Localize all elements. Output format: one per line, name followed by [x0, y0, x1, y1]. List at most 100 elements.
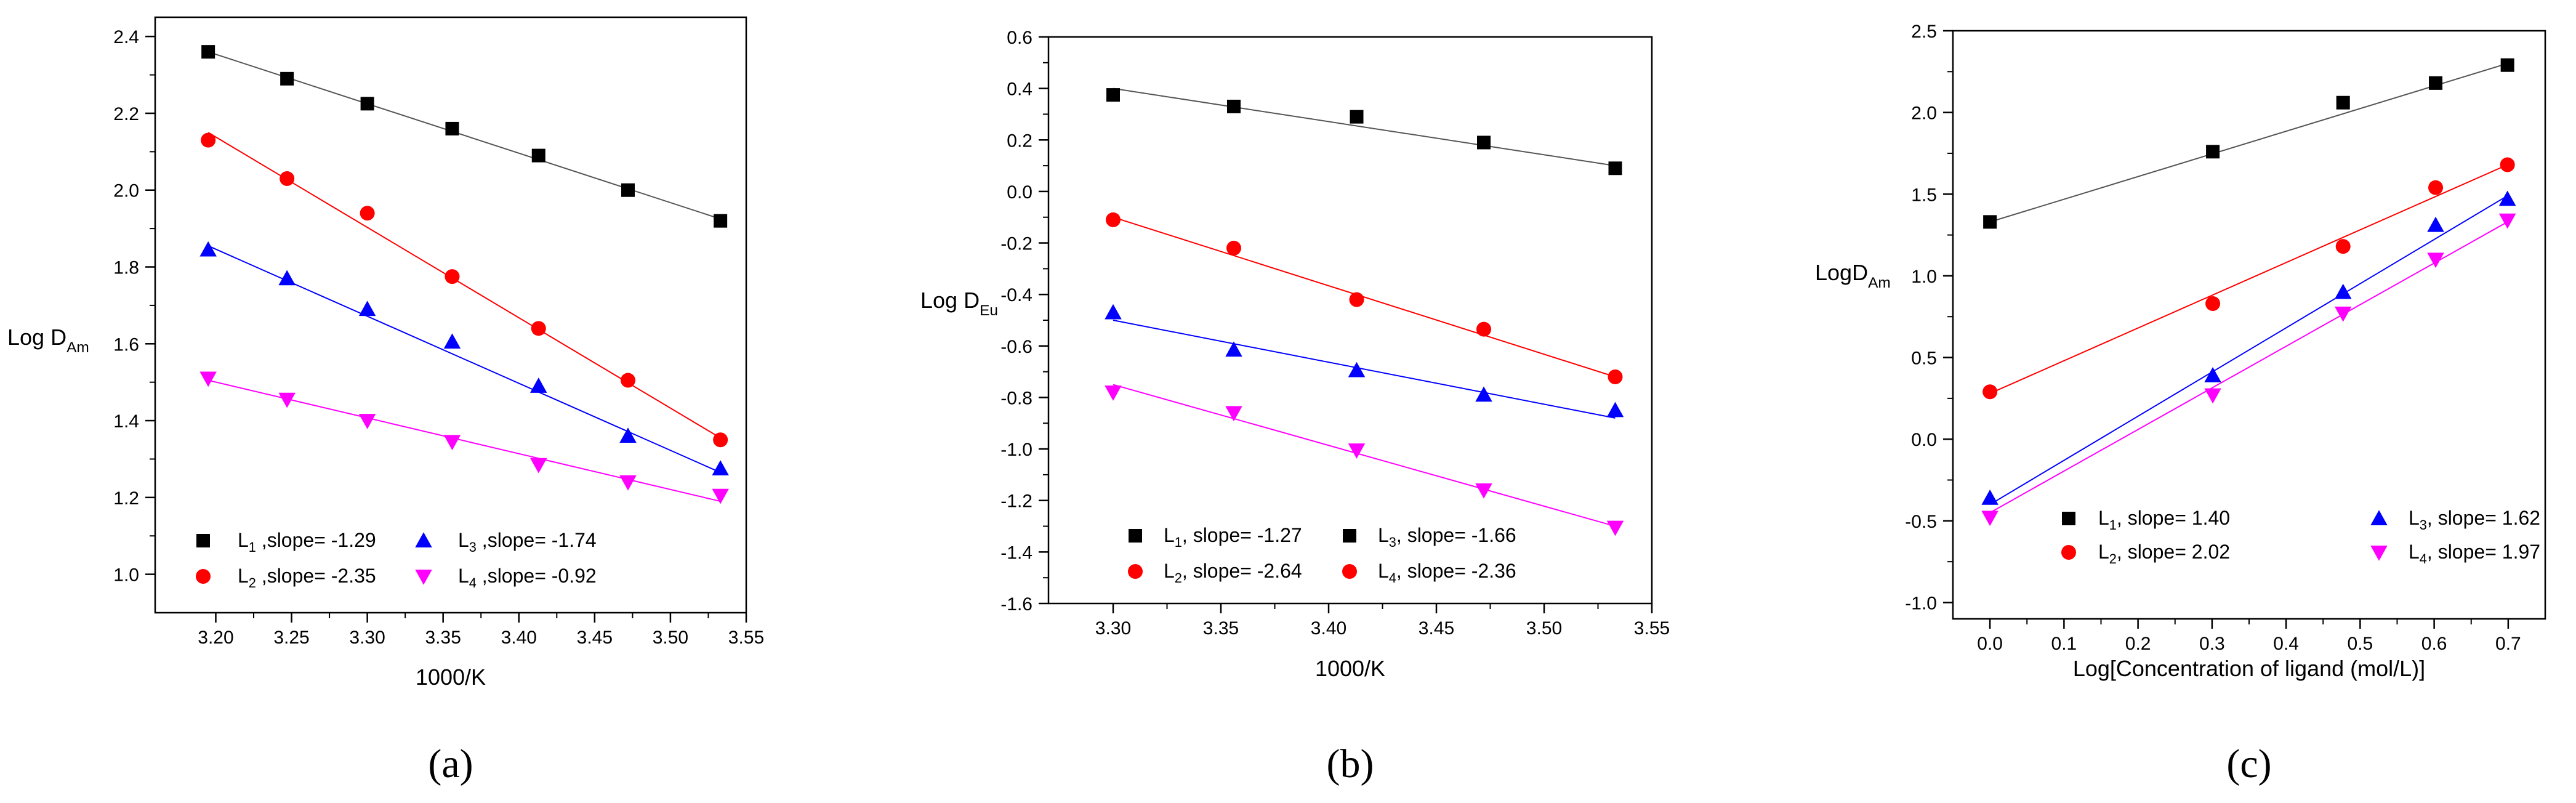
data-point-l4 [2334, 306, 2352, 322]
y-tick-label: -1.0 [1000, 440, 1032, 460]
y-tick-label: 0.5 [1911, 349, 1937, 369]
legend-entry: L2 ,slope= -2.35 [238, 565, 376, 591]
data-point-l4 [2427, 252, 2444, 268]
data-point-l3 [2498, 190, 2516, 206]
fit-line-l4 [1989, 221, 2508, 514]
data-point-l2 [621, 373, 635, 388]
data-point-l2 [2428, 180, 2444, 195]
x-tick-label: 3.45 [577, 627, 613, 648]
y-axis-label-subscript: Am [1868, 275, 1891, 291]
y-axis-label: LogDAm [1815, 260, 1891, 291]
data-point-l4 [358, 414, 376, 429]
y-axis-label-main: LogD [1815, 260, 1868, 285]
data-point-l3 [278, 270, 296, 286]
x-tick-label: 3.40 [1311, 618, 1346, 639]
legend-marker [1343, 529, 1356, 543]
data-point-l1 [201, 45, 215, 59]
data-point-l4 [530, 458, 547, 474]
y-tick-label: -0.6 [1000, 337, 1032, 357]
y-tick-label: 1.0 [113, 565, 139, 586]
data-point-l1 [1106, 88, 1120, 102]
legend-entry-subscript: 3 [469, 539, 477, 555]
legend-entry-subscript: 2 [249, 575, 256, 591]
data-point-l3 [1225, 341, 1242, 357]
data-point-l3 [1105, 304, 1122, 320]
data-point-l2 [1349, 292, 1364, 307]
fit-line-l3 [1989, 195, 2508, 506]
y-tick-label: -0.8 [1000, 388, 1032, 408]
legend-entry-text: ,slope= -0.92 [477, 565, 597, 587]
y-tick-label: -1.6 [1000, 594, 1032, 615]
chart-panel-1: 3.20 3.25 3.30 3.35 3.40 3.45 3.50 3.55 1.0 1.2 1.… [7, 16, 764, 786]
data-point-l2 [713, 432, 728, 448]
x-tick-label: 3.45 [1419, 618, 1454, 639]
legend-entry-name: L [1164, 560, 1175, 582]
fit-line-l3 [1113, 320, 1616, 419]
legend-entry-subscript: 2 [2109, 551, 2117, 567]
legend-entry-text: , slope= -1.27 [1182, 524, 1302, 546]
x-tick-label: 0.2 [2125, 634, 2151, 654]
data-point-l3 [712, 460, 729, 476]
data-point-l4 [1225, 406, 1242, 422]
data-point-l2 [1106, 212, 1121, 227]
x-axis-label: 1000/K [1315, 656, 1385, 681]
x-tick-label: 3.20 [198, 627, 233, 648]
legend-entry-name: L [2409, 541, 2420, 563]
fit-line-l2 [207, 132, 721, 438]
x-tick-label: 0.4 [2273, 634, 2299, 654]
legend-marker [1129, 529, 1142, 543]
y-tick-label: 0.0 [1911, 430, 1937, 450]
data-point-l1 [2500, 58, 2514, 72]
legend-entry: L3, slope= 1.62 [2409, 507, 2540, 533]
data-point-l4 [2498, 213, 2516, 229]
legend-entry-text: ,slope= -1.29 [256, 529, 376, 551]
legend-entry-subscript: 3 [1389, 535, 1396, 550]
panel-label: (c) [2226, 741, 2271, 786]
data-point-l1 [360, 97, 374, 111]
plot-frame [154, 16, 747, 614]
data-point-l1 [2429, 76, 2443, 90]
data-point-l1 [1227, 99, 1241, 113]
data-point-l1 [2206, 145, 2220, 159]
legend-entry: L1, slope= -1.27 [1164, 524, 1302, 550]
y-tick-label: 1.5 [1911, 185, 1937, 205]
data-point-l2 [1982, 384, 1998, 400]
data-point-l3 [2334, 283, 2352, 299]
data-point-l2 [2500, 157, 2515, 172]
data-point-l3 [1606, 402, 1624, 418]
legend-entry-text: , slope= 2.02 [2117, 541, 2230, 563]
y-tick-label: 2.0 [113, 181, 139, 201]
data-point-l3 [443, 333, 461, 349]
x-tick-label: 3.50 [653, 627, 688, 648]
legend-entry: L1 ,slope= -1.29 [238, 529, 376, 555]
y-axis-label-subscript: Am [66, 339, 89, 356]
y-tick-label: -0.2 [1000, 234, 1032, 254]
legend-entry: L4 ,slope= -0.92 [458, 565, 597, 591]
legend-entry-subscript: 1 [249, 539, 256, 555]
legend-marker [2370, 546, 2388, 561]
data-point-l2 [445, 269, 460, 284]
legend-marker [1128, 564, 1143, 579]
data-point-l4 [1475, 483, 1492, 499]
x-tick-label: 0.3 [2199, 634, 2225, 654]
data-point-l4 [278, 392, 296, 408]
legend-marker [2062, 512, 2075, 525]
chart-panel-3: 0.0 0.1 0.2 0.3 0.4 0.5 0.6 0.7 -1.0 -0.5 0.0 0.5 1.… [1815, 22, 2546, 786]
y-tick-label: 0.4 [1007, 79, 1032, 100]
y-tick-label: 1.8 [113, 258, 139, 278]
x-tick-label: 3.30 [349, 627, 385, 648]
data-point-l4 [712, 488, 729, 504]
legend-entry-name: L [2098, 541, 2109, 563]
legend-marker [415, 532, 432, 547]
legend-entry-text: , slope= -2.64 [1182, 560, 1302, 582]
y-axis-label: Log DAm [7, 325, 89, 356]
legend-entry-text: ,slope= -2.35 [256, 565, 376, 587]
x-tick-label: 3.55 [1634, 618, 1670, 639]
legend-marker [2370, 510, 2388, 525]
panel-label: (b) [1327, 741, 1374, 786]
fit-line-l4 [1113, 384, 1616, 527]
legend-marker [1342, 564, 1357, 579]
data-point-l3 [2204, 366, 2221, 382]
data-point-l1 [621, 183, 635, 197]
legend-entry: L3 ,slope= -1.74 [458, 529, 597, 555]
